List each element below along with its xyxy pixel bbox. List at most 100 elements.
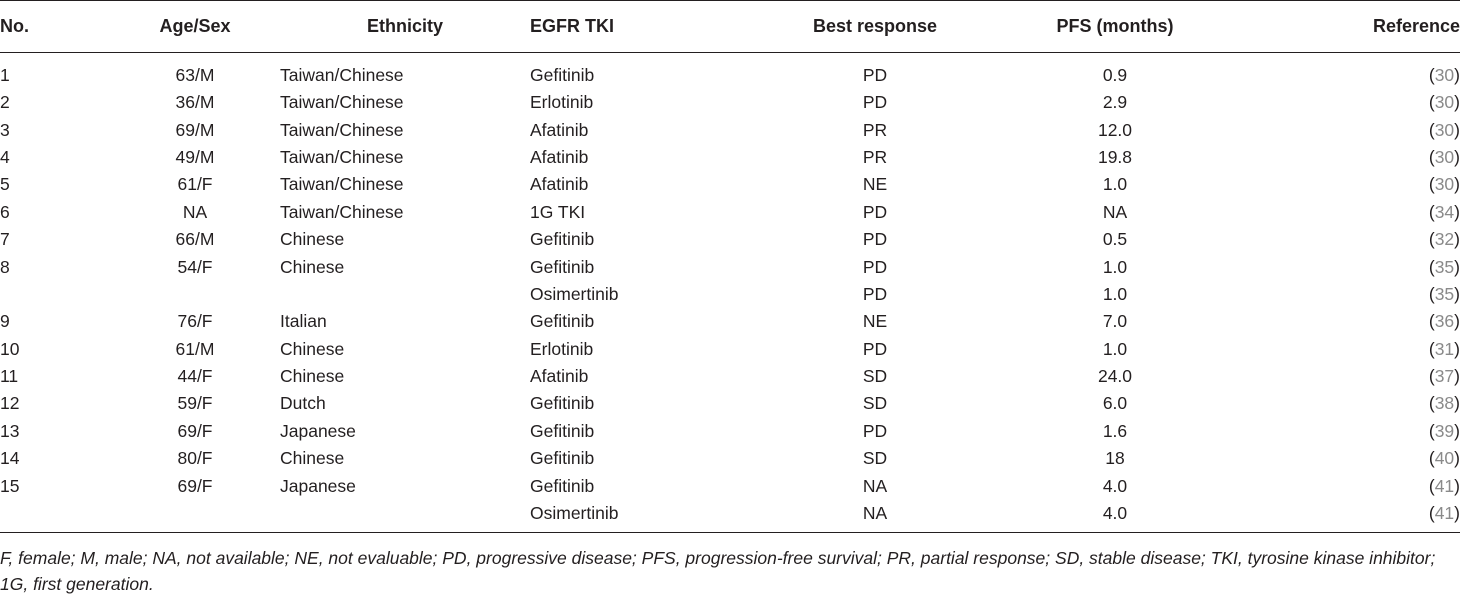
cell-pfs: 6.0 (1102, 393, 1128, 414)
table-row: 7 66/M Chinese Gefitinib PD 0.5 (32) (0, 225, 1460, 252)
cell-age-sex: 69/F (177, 420, 213, 441)
table-row: 1 63/M Taiwan/Chinese Gefitinib PD 0.9 (30) (0, 53, 1460, 89)
cell-ethnicity: Japanese (280, 420, 356, 441)
reference-link[interactable]: 36 (1434, 311, 1455, 332)
cell-no: 13 (0, 420, 20, 441)
cell-egfr-tki: Gefitinib (530, 475, 595, 496)
cell-reference: (36) (1428, 311, 1460, 332)
cell-ethnicity: Italian (280, 311, 327, 332)
cell-egfr-tki: Gefitinib (530, 311, 595, 332)
cell-egfr-tki: Afatinib (530, 174, 589, 195)
cell-ethnicity: Chinese (280, 256, 345, 277)
cell-age-sex (110, 280, 280, 307)
cell-best-response: PR (862, 146, 888, 167)
cell-no: 4 (0, 146, 10, 167)
cell-pfs: 4.0 (1102, 475, 1128, 496)
case-table-container: No. Age/Sex Ethnicity EGFR TKI Best resp… (0, 0, 1460, 533)
cell-no: 15 (0, 475, 20, 496)
cell-pfs: 24.0 (1097, 366, 1133, 387)
reference-link[interactable]: 30 (1434, 119, 1455, 140)
reference-link[interactable]: 34 (1434, 201, 1455, 222)
cell-best-response: PD (862, 229, 888, 250)
reference-link[interactable]: 41 (1434, 475, 1455, 496)
cell-ethnicity: Japanese (280, 475, 356, 496)
cell-ethnicity: Taiwan/Chinese (280, 119, 404, 140)
cell-reference: (31) (1428, 338, 1460, 359)
cell-pfs: 2.9 (1102, 92, 1128, 113)
cell-egfr-tki: Afatinib (530, 366, 589, 387)
cell-pfs: 18 (1105, 448, 1125, 469)
table-row: 8 54/F Chinese Gefitinib PD 1.0 (35) (0, 253, 1460, 280)
cell-no: 7 (0, 229, 10, 250)
cell-ethnicity: Chinese (280, 229, 345, 250)
cell-egfr-tki: Gefitinib (530, 448, 595, 469)
cell-age-sex: 80/F (177, 448, 213, 469)
cell-best-response: SD (862, 448, 888, 469)
cell-best-response: SD (862, 393, 888, 414)
header-age-sex: Age/Sex (110, 0, 280, 53)
cell-egfr-tki: Afatinib (530, 146, 589, 167)
reference-link[interactable]: 38 (1434, 393, 1455, 414)
table-row: Osimertinib PD 1.0 (35) (0, 280, 1460, 307)
table-row: 13 69/F Japanese Gefitinib PD 1.6 (39) (0, 417, 1460, 444)
cell-no (0, 499, 110, 533)
table-row: Osimertinib NA 4.0 (41) (0, 499, 1460, 533)
cell-reference: (39) (1428, 420, 1460, 441)
cell-ethnicity: Chinese (280, 366, 345, 387)
cell-ethnicity: Taiwan/Chinese (280, 146, 404, 167)
cell-reference: (30) (1428, 174, 1460, 195)
cell-age-sex: 44/F (177, 366, 213, 387)
reference-link[interactable]: 31 (1434, 338, 1455, 359)
cell-ethnicity: Chinese (280, 448, 345, 469)
cell-egfr-tki: Osimertinib (530, 283, 619, 304)
cell-egfr-tki: 1G TKI (530, 201, 586, 222)
cell-best-response: NA (760, 499, 990, 533)
reference-link[interactable]: 40 (1434, 448, 1455, 469)
cell-egfr-tki: Gefitinib (530, 65, 595, 86)
reference-link[interactable]: 30 (1434, 174, 1455, 195)
cell-pfs: 4.0 (990, 499, 1240, 533)
cell-egfr-tki: Gefitinib (530, 256, 595, 277)
cell-best-response: PR (862, 119, 888, 140)
reference-link[interactable]: 39 (1434, 420, 1455, 441)
cell-age-sex: 69/F (177, 475, 213, 496)
cell-ethnicity: Dutch (280, 393, 326, 414)
cell-age-sex: 66/M (175, 229, 215, 250)
cell-reference: (35) (1428, 256, 1460, 277)
cell-best-response: PD (862, 92, 888, 113)
cell-no: 5 (0, 174, 10, 195)
reference-link[interactable]: 35 (1434, 283, 1455, 304)
cell-pfs: 1.0 (1102, 256, 1128, 277)
table-row: 12 59/F Dutch Gefitinib SD 6.0 (38) (0, 390, 1460, 417)
reference-link[interactable]: 30 (1434, 92, 1455, 113)
cell-pfs: 12.0 (1097, 119, 1133, 140)
cell-pfs: 1.6 (1102, 420, 1128, 441)
cell-pfs: NA (1102, 201, 1128, 222)
reference-link[interactable]: 35 (1434, 256, 1455, 277)
reference-link[interactable]: 41 (1434, 502, 1455, 523)
table-row: 14 80/F Chinese Gefitinib SD 18 (40) (0, 445, 1460, 472)
cell-ethnicity: Taiwan/Chinese (280, 174, 404, 195)
cell-egfr-tki: Gefitinib (530, 229, 595, 250)
cell-age-sex (110, 499, 280, 533)
header-no: No. (0, 0, 110, 53)
cell-age-sex: 36/M (175, 92, 215, 113)
cell-age-sex: 61/F (177, 174, 213, 195)
cell-reference: (34) (1428, 201, 1460, 222)
cell-age-sex: 61/M (175, 338, 215, 359)
cell-best-response: PD (862, 420, 888, 441)
reference-link[interactable]: 30 (1434, 65, 1455, 86)
table-header: No. Age/Sex Ethnicity EGFR TKI Best resp… (0, 0, 1460, 53)
cell-no (0, 280, 110, 307)
reference-link[interactable]: 30 (1434, 146, 1455, 167)
header-best-response: Best response (760, 0, 990, 53)
reference-link[interactable]: 37 (1434, 366, 1455, 387)
case-table: No. Age/Sex Ethnicity EGFR TKI Best resp… (0, 0, 1460, 533)
table-footnote: F, female; M, male; NA, not available; N… (0, 548, 1436, 594)
cell-ethnicity: Chinese (280, 338, 345, 359)
cell-age-sex: 54/F (177, 256, 213, 277)
cell-ethnicity: Taiwan/Chinese (280, 65, 404, 86)
cell-age-sex: 63/M (175, 65, 215, 86)
cell-best-response: PD (862, 283, 888, 304)
reference-link[interactable]: 32 (1434, 229, 1455, 250)
